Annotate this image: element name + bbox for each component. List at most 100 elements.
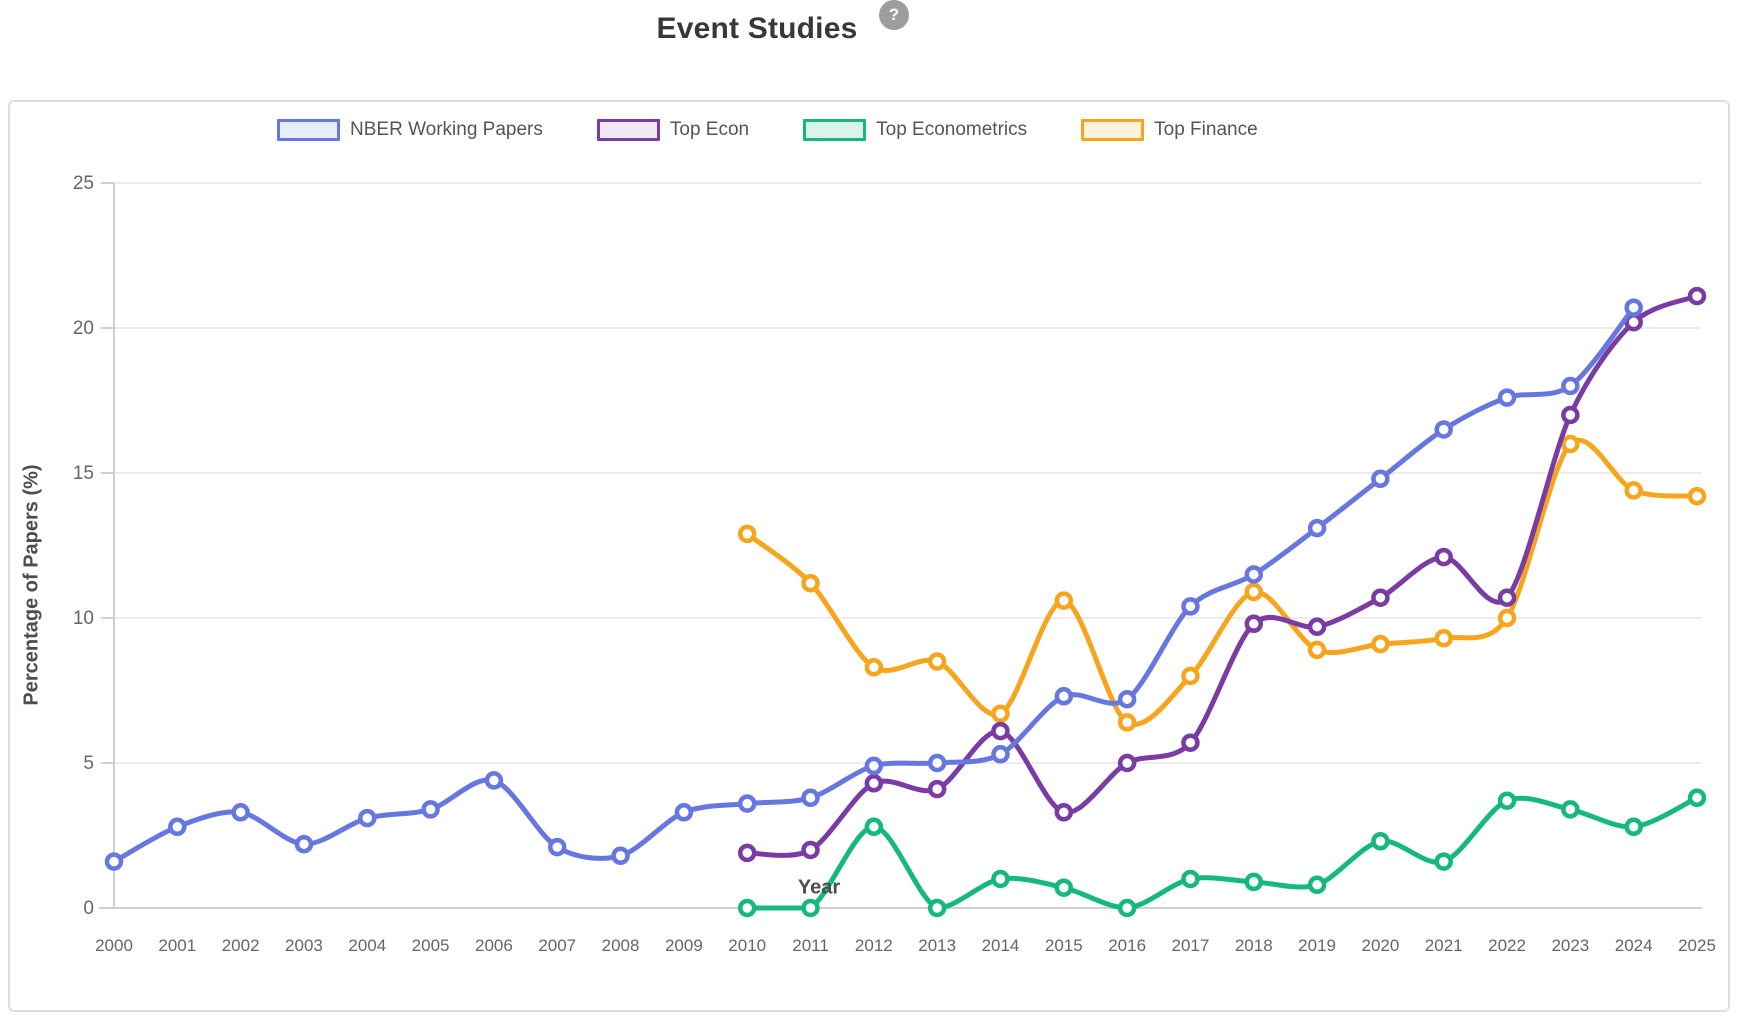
data-point-nber-working-papers-2019[interactable] [1307, 518, 1327, 538]
data-point-top-finance-2013[interactable] [927, 652, 947, 671]
y-tick-label: 20 [73, 318, 94, 339]
y-tick-label: 15 [73, 463, 94, 484]
data-point-top-econ-2022[interactable] [1497, 588, 1517, 607]
x-tick-label: 2022 [1488, 936, 1526, 955]
x-tick-label: 2024 [1615, 936, 1653, 955]
y-axis-title: Percentage of Papers (%) [20, 464, 43, 706]
x-tick-label: 2018 [1235, 936, 1273, 955]
data-point-top-finance-2018[interactable] [1244, 582, 1264, 602]
data-point-nber-working-papers-2001[interactable] [168, 817, 187, 837]
series-top-finance [737, 434, 1707, 732]
data-point-top-econometrics-2014[interactable] [991, 869, 1010, 889]
data-point-nber-working-papers-2004[interactable] [358, 808, 377, 828]
data-point-top-finance-2017[interactable] [1181, 666, 1200, 686]
data-point-top-finance-2011[interactable] [801, 573, 820, 593]
data-point-nber-working-papers-2014[interactable] [991, 745, 1010, 764]
data-point-top-econometrics-2018[interactable] [1244, 872, 1264, 892]
legend-label: Top Econ [669, 119, 750, 140]
data-point-top-finance-2015[interactable] [1054, 591, 1074, 610]
data-point-top-econ-2010[interactable] [737, 843, 757, 863]
x-tick-label: 2011 [792, 936, 829, 955]
x-tick-label: 2013 [918, 936, 956, 955]
data-point-nber-working-papers-2015[interactable] [1054, 687, 1074, 706]
legend-item-top-econometrics[interactable]: Top Econometrics [803, 119, 1027, 141]
series-nber-working-papers [104, 298, 1643, 871]
data-point-top-finance-2025[interactable] [1687, 486, 1707, 506]
data-point-top-econ-2020[interactable] [1371, 588, 1390, 607]
data-point-top-finance-2016[interactable] [1117, 713, 1137, 732]
data-point-top-finance-2014[interactable] [991, 704, 1010, 723]
data-point-top-econometrics-2021[interactable] [1434, 852, 1453, 871]
x-tick-label: 2012 [855, 936, 893, 955]
data-point-top-finance-2010[interactable] [737, 524, 757, 544]
data-point-top-econ-2023[interactable] [1561, 405, 1580, 425]
data-point-nber-working-papers-2000[interactable] [104, 852, 124, 871]
data-point-top-finance-2024[interactable] [1624, 481, 1643, 500]
data-point-top-econometrics-2010[interactable] [737, 898, 757, 918]
x-tick-label: 2023 [1551, 936, 1589, 955]
data-point-top-econ-2014[interactable] [991, 721, 1010, 741]
data-point-top-econometrics-2015[interactable] [1054, 878, 1074, 897]
data-point-nber-working-papers-2017[interactable] [1181, 597, 1200, 616]
help-icon[interactable]: ? [879, 0, 909, 30]
data-point-nber-working-papers-2024[interactable] [1624, 298, 1643, 317]
x-tick-label: 2007 [538, 936, 576, 955]
series-top-econ [737, 286, 1707, 863]
data-point-top-econ-2013[interactable] [927, 779, 947, 799]
y-tick-label: 0 [83, 898, 94, 919]
data-point-top-finance-2021[interactable] [1434, 629, 1453, 648]
data-point-top-econ-2025[interactable] [1687, 286, 1707, 306]
data-point-nber-working-papers-2021[interactable] [1434, 420, 1453, 439]
legend-item-nber-working-papers[interactable]: NBER Working Papers [277, 119, 543, 141]
data-point-top-econometrics-2020[interactable] [1371, 832, 1390, 851]
data-point-nber-working-papers-2003[interactable] [294, 834, 314, 854]
x-tick-label: 2003 [285, 936, 323, 955]
data-point-nber-working-papers-2010[interactable] [737, 794, 757, 813]
legend-item-top-finance[interactable]: Top Finance [1081, 119, 1258, 141]
data-point-top-econometrics-2022[interactable] [1497, 791, 1517, 810]
data-point-top-econometrics-2023[interactable] [1561, 800, 1580, 819]
data-point-top-finance-2019[interactable] [1307, 640, 1327, 660]
data-point-top-finance-2022[interactable] [1497, 608, 1517, 628]
data-point-top-econ-2019[interactable] [1307, 617, 1327, 636]
gridlines [99, 182, 1702, 909]
data-point-nber-working-papers-2002[interactable] [231, 803, 250, 822]
data-point-top-econometrics-2024[interactable] [1624, 817, 1643, 837]
data-point-nber-working-papers-2008[interactable] [611, 846, 630, 866]
data-point-top-econ-2017[interactable] [1181, 733, 1200, 752]
data-point-top-finance-2020[interactable] [1371, 634, 1390, 654]
data-point-top-econometrics-2016[interactable] [1117, 898, 1137, 918]
data-point-top-econ-2016[interactable] [1117, 753, 1137, 773]
data-point-top-econometrics-2025[interactable] [1687, 788, 1707, 808]
data-point-nber-working-papers-2013[interactable] [927, 753, 947, 773]
data-point-top-econ-2015[interactable] [1054, 803, 1074, 822]
data-point-top-econ-2021[interactable] [1434, 547, 1453, 567]
data-point-top-econometrics-2011[interactable] [801, 898, 820, 918]
x-tick-label: 2000 [95, 936, 133, 955]
data-point-nber-working-papers-2018[interactable] [1244, 565, 1264, 584]
data-point-nber-working-papers-2012[interactable] [864, 756, 884, 776]
data-point-top-finance-2012[interactable] [864, 658, 884, 677]
data-point-top-econ-2018[interactable] [1244, 614, 1264, 634]
y-tick-label: 25 [73, 173, 94, 194]
data-point-nber-working-papers-2016[interactable] [1117, 689, 1137, 709]
data-point-nber-working-papers-2005[interactable] [421, 800, 440, 819]
series-line-top-econ [744, 293, 1700, 858]
data-point-nber-working-papers-2007[interactable] [547, 837, 567, 857]
data-point-nber-working-papers-2006[interactable] [484, 771, 504, 790]
x-axis-title: Year [797, 876, 841, 899]
data-point-top-econ-2012[interactable] [864, 774, 884, 793]
data-point-nber-working-papers-2020[interactable] [1371, 469, 1390, 489]
data-point-top-econometrics-2017[interactable] [1181, 869, 1200, 889]
data-point-top-econ-2011[interactable] [801, 840, 820, 860]
data-point-top-econometrics-2012[interactable] [864, 817, 884, 837]
series-top-econometrics [737, 788, 1707, 918]
data-point-nber-working-papers-2023[interactable] [1561, 376, 1580, 396]
data-point-nber-working-papers-2022[interactable] [1497, 388, 1517, 407]
legend-item-top-econ[interactable]: Top Econ [596, 119, 750, 141]
data-point-nber-working-papers-2009[interactable] [674, 803, 694, 822]
data-point-top-finance-2023[interactable] [1561, 434, 1580, 454]
data-point-nber-working-papers-2011[interactable] [801, 788, 820, 808]
data-point-top-econometrics-2019[interactable] [1307, 875, 1327, 895]
data-point-top-econometrics-2013[interactable] [927, 898, 947, 918]
